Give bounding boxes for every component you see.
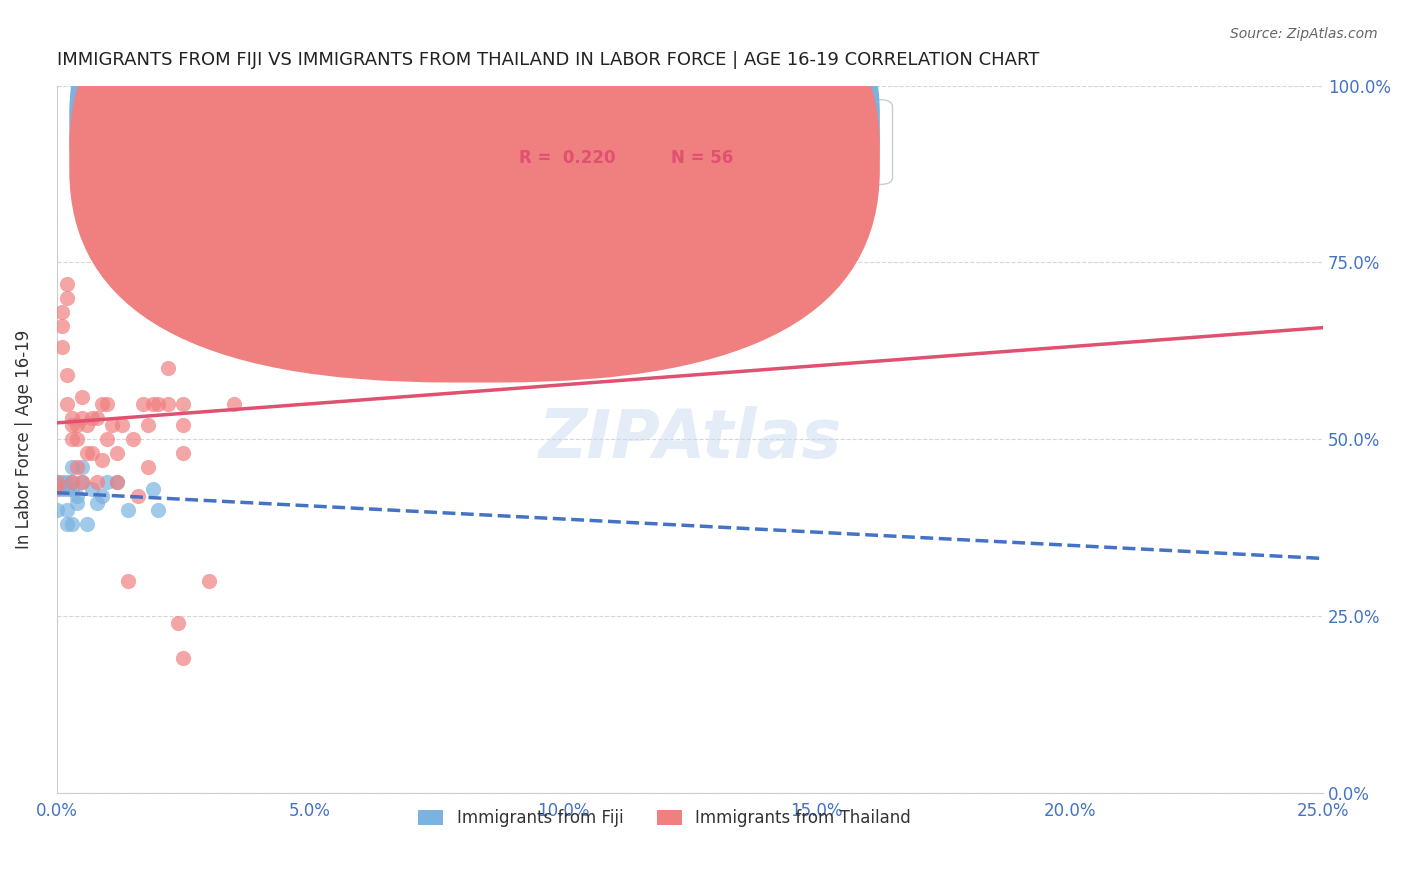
- Point: [146, 503, 169, 517]
- Point: [55, 516, 77, 531]
- Point: [107, 475, 129, 489]
- Point: [107, 475, 129, 489]
- Point: [70, 410, 93, 425]
- Point: [127, 489, 149, 503]
- Point: [197, 574, 219, 588]
- Y-axis label: In Labor Force | Age 16-19: In Labor Force | Age 16-19: [15, 329, 32, 549]
- Point: [55, 291, 77, 305]
- Point: [117, 574, 139, 588]
- Point: [142, 397, 165, 411]
- Point: [55, 277, 77, 291]
- Point: [208, 305, 231, 319]
- Point: [70, 460, 93, 475]
- Point: [76, 417, 98, 432]
- Point: [107, 446, 129, 460]
- Text: ZIPAtlas: ZIPAtlas: [538, 406, 841, 472]
- Point: [60, 460, 83, 475]
- Point: [183, 277, 205, 291]
- Point: [60, 516, 83, 531]
- Point: [121, 432, 143, 446]
- Point: [70, 475, 93, 489]
- Point: [70, 475, 93, 489]
- Point: [51, 482, 73, 496]
- Point: [96, 475, 118, 489]
- Point: [172, 417, 194, 432]
- Point: [66, 432, 89, 446]
- Point: [86, 410, 108, 425]
- Point: [45, 503, 67, 517]
- Text: Source: ZipAtlas.com: Source: ZipAtlas.com: [1230, 27, 1378, 41]
- Point: [51, 305, 73, 319]
- Point: [96, 397, 118, 411]
- Point: [66, 417, 89, 432]
- FancyBboxPatch shape: [69, 0, 880, 383]
- Point: [157, 361, 180, 376]
- Point: [142, 482, 165, 496]
- Legend: Immigrants from Fiji, Immigrants from Thailand: Immigrants from Fiji, Immigrants from Th…: [412, 803, 917, 834]
- Point: [66, 496, 89, 510]
- Point: [132, 397, 155, 411]
- Point: [101, 417, 124, 432]
- Point: [172, 446, 194, 460]
- Point: [136, 460, 159, 475]
- Point: [157, 397, 180, 411]
- Point: [136, 417, 159, 432]
- Point: [91, 397, 114, 411]
- Point: [96, 432, 118, 446]
- Point: [45, 475, 67, 489]
- Point: [162, 78, 184, 93]
- Point: [76, 446, 98, 460]
- Point: [51, 340, 73, 354]
- Point: [55, 397, 77, 411]
- Point: [51, 475, 73, 489]
- Point: [66, 489, 89, 503]
- Point: [167, 615, 190, 630]
- Point: [80, 446, 103, 460]
- Point: [55, 503, 77, 517]
- Point: [86, 475, 108, 489]
- Point: [238, 326, 260, 340]
- Point: [60, 432, 83, 446]
- Point: [117, 503, 139, 517]
- Point: [152, 291, 174, 305]
- Text: N = 56: N = 56: [671, 149, 733, 167]
- Point: [76, 516, 98, 531]
- Point: [45, 475, 67, 489]
- Text: N = 25: N = 25: [671, 117, 734, 135]
- Text: R =  0.220: R = 0.220: [519, 149, 616, 167]
- Point: [91, 489, 114, 503]
- Point: [70, 390, 93, 404]
- Point: [222, 397, 245, 411]
- Point: [146, 397, 169, 411]
- Point: [172, 651, 194, 665]
- Point: [111, 417, 134, 432]
- Point: [187, 305, 209, 319]
- Point: [55, 475, 77, 489]
- Point: [60, 482, 83, 496]
- Point: [172, 397, 194, 411]
- Point: [60, 475, 83, 489]
- FancyBboxPatch shape: [423, 100, 893, 185]
- Point: [86, 496, 108, 510]
- Point: [55, 368, 77, 383]
- FancyBboxPatch shape: [69, 0, 880, 351]
- Point: [60, 410, 83, 425]
- Point: [51, 318, 73, 333]
- Text: R =  0.124: R = 0.124: [519, 117, 616, 135]
- Point: [60, 417, 83, 432]
- Text: IMMIGRANTS FROM FIJI VS IMMIGRANTS FROM THAILAND IN LABOR FORCE | AGE 16-19 CORR: IMMIGRANTS FROM FIJI VS IMMIGRANTS FROM …: [56, 51, 1039, 69]
- Point: [45, 482, 67, 496]
- Point: [91, 453, 114, 467]
- Point: [60, 475, 83, 489]
- Point: [55, 482, 77, 496]
- Point: [80, 410, 103, 425]
- Point: [80, 482, 103, 496]
- Point: [66, 460, 89, 475]
